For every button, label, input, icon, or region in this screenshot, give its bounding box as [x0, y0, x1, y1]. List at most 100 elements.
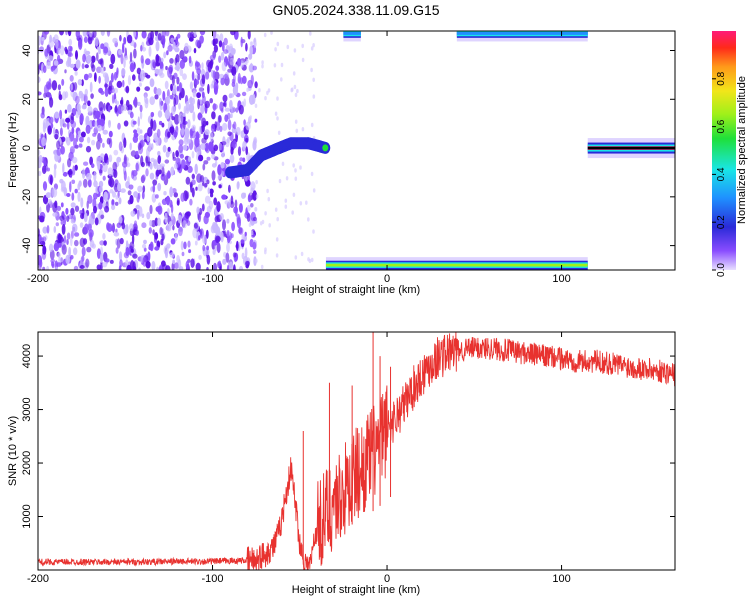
noise-blob: [109, 63, 114, 69]
noise-blob: [294, 119, 298, 124]
noise-blob: [148, 46, 152, 57]
noise-blob: [96, 52, 99, 62]
noise-blob: [99, 240, 105, 246]
noise-blob: [156, 128, 161, 138]
noise-blob: [138, 135, 144, 141]
noise-blob: [255, 194, 259, 199]
noise-blob: [142, 185, 146, 193]
noise-blob: [65, 254, 70, 265]
noise-blob: [220, 77, 225, 86]
noise-blob: [276, 41, 280, 47]
noise-blob: [127, 176, 130, 185]
noise-blob: [167, 67, 172, 78]
noise-blob: [169, 252, 175, 258]
heatmap-feature: [456, 31, 588, 42]
noise-blob: [38, 149, 41, 156]
noise-blob: [107, 105, 111, 113]
noise-blob: [129, 111, 134, 119]
noise-blob: [229, 99, 233, 110]
noise-blob: [79, 113, 84, 124]
noise-blob: [75, 31, 80, 39]
noise-blob: [128, 184, 134, 190]
noise-blob: [51, 80, 58, 91]
noise-blob: [276, 116, 279, 121]
noise-blob: [206, 205, 212, 213]
noise-blob: [74, 239, 79, 247]
noise-blob: [38, 76, 41, 84]
noise-blob: [154, 246, 160, 251]
noise-blob: [178, 113, 184, 125]
noise-blob: [81, 168, 86, 179]
noise-blob: [74, 205, 80, 212]
y-tick-label: -40: [21, 238, 33, 254]
noise-blob: [157, 33, 162, 41]
x-tick-label: -100: [202, 273, 224, 285]
noise-blob: [82, 238, 88, 245]
noise-blob: [170, 238, 176, 245]
noise-blob: [165, 65, 168, 71]
noise-blob: [194, 79, 200, 86]
noise-blob: [90, 163, 95, 169]
noise-blob: [244, 231, 247, 237]
noise-blob: [178, 139, 184, 146]
noise-blob: [209, 98, 213, 104]
noise-blob: [56, 140, 61, 150]
snr-x-axis: -200 -100 0 100: [27, 332, 571, 585]
noise-blob: [116, 222, 122, 228]
noise-blob: [206, 245, 210, 251]
noise-blob: [194, 163, 198, 175]
x-tick-label: 0: [384, 273, 390, 285]
noise-blob: [191, 173, 195, 180]
noise-blob: [136, 67, 142, 75]
noise-blob: [69, 63, 75, 69]
y-tick-label: 0: [21, 145, 33, 151]
noise-blob: [218, 55, 222, 63]
noise-blob: [49, 175, 53, 186]
noise-blob: [129, 51, 133, 63]
snr-y-axis: 1000 2000 3000 4000: [21, 344, 675, 529]
noise-blob: [147, 127, 153, 137]
noise-blob: [222, 219, 226, 231]
noise-blob: [56, 262, 62, 267]
noise-blob: [112, 87, 119, 94]
noise-blob: [47, 125, 52, 135]
noise-blob: [52, 212, 58, 217]
noise-blob: [132, 253, 138, 259]
noise-blob: [71, 179, 76, 184]
noise-blob: [174, 46, 180, 53]
noise-blob: [149, 219, 153, 227]
noise-blob: [171, 116, 175, 121]
noise-blob: [86, 54, 92, 64]
noise-blob: [157, 205, 163, 215]
noise-blob: [235, 126, 241, 136]
noise-blob: [120, 99, 123, 105]
noise-blob: [217, 164, 222, 176]
noise-blob: [48, 39, 54, 48]
noise-blob: [305, 200, 308, 205]
noise-blob: [252, 140, 257, 151]
noise-blob: [156, 164, 163, 170]
noise-blob: [47, 55, 54, 62]
noise-blob: [123, 57, 126, 68]
noise-blob: [94, 120, 98, 129]
noise-blob: [250, 74, 254, 85]
noise-blob: [131, 170, 138, 177]
noise-blob: [50, 258, 55, 264]
noise-blob: [96, 46, 102, 51]
noise-blob: [75, 50, 78, 60]
noise-blob: [129, 62, 135, 73]
noise-blob: [214, 215, 219, 223]
noise-blob: [241, 91, 247, 97]
noise-blob: [268, 223, 272, 228]
noise-blob: [114, 98, 118, 104]
noise-blob: [292, 163, 296, 168]
noise-blob: [267, 88, 271, 93]
noise-blob: [200, 104, 205, 115]
noise-blob: [181, 251, 185, 257]
noise-blob: [89, 156, 93, 166]
noise-blob: [118, 49, 123, 56]
noise-blob: [258, 88, 261, 93]
noise-blob: [163, 136, 168, 143]
noise-blob: [216, 242, 221, 254]
noise-blob: [151, 260, 156, 270]
